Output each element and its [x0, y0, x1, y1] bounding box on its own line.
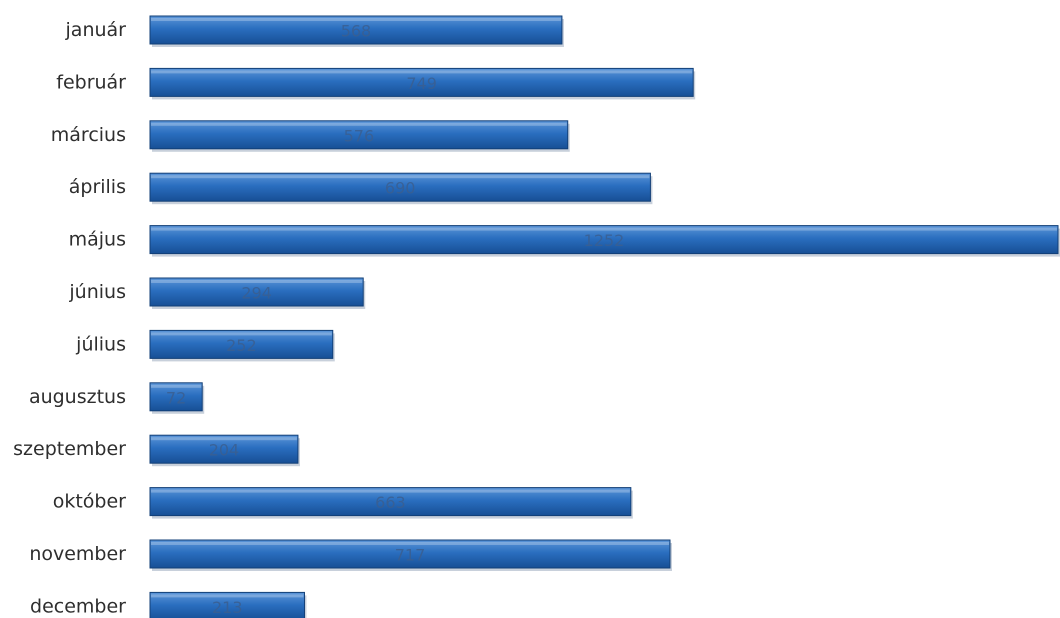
value-label: 72: [166, 388, 186, 407]
bar-3: [149, 172, 651, 202]
category-label: március: [51, 124, 126, 146]
value-label: 294: [241, 284, 272, 303]
bar-highlight: [151, 542, 669, 545]
bar-highlight: [151, 594, 304, 598]
bar-highlight: [151, 175, 650, 179]
category-axis: január február március április május június jú…: [13, 19, 126, 617]
bar-7: [149, 382, 203, 412]
bar-10: [149, 539, 671, 569]
value-label: 1252: [584, 231, 625, 250]
bar-2: [149, 120, 569, 150]
bar-11: [149, 591, 305, 618]
bar-8: [149, 434, 299, 464]
category-label: április: [69, 176, 126, 198]
bar-highlight: [151, 122, 567, 126]
bar-highlight: [151, 70, 693, 74]
category-label: szeptember: [13, 438, 126, 460]
bar-0: [149, 15, 563, 45]
category-label: december: [30, 595, 126, 617]
value-label: 690: [385, 179, 416, 198]
data-labels: 568 749 576 690 1252 294 252 72 204 663 717 213: [166, 22, 624, 617]
value-label: 576: [344, 126, 375, 145]
value-label: 213: [212, 598, 243, 617]
category-label: február: [56, 71, 126, 93]
value-label: 717: [395, 546, 426, 565]
bar-highlight: [151, 227, 1057, 231]
category-label: november: [29, 543, 126, 565]
category-label: január: [65, 19, 127, 41]
value-label: 252: [226, 336, 257, 355]
category-label: július: [75, 333, 126, 355]
bar-highlight: [151, 437, 297, 441]
bar-highlight: [151, 384, 202, 388]
value-label: 568: [341, 22, 372, 41]
bar-1: [149, 67, 694, 97]
bar-4: [149, 225, 1059, 255]
value-label: 204: [209, 441, 240, 460]
bar-series: [149, 15, 1060, 618]
bar-9: [149, 487, 632, 517]
bar-highlight: [151, 280, 363, 283]
category-label: augusztus: [29, 386, 126, 408]
category-label: október: [53, 491, 126, 513]
bar-6: [149, 329, 334, 359]
category-label: június: [68, 281, 126, 303]
value-label: 749: [406, 74, 437, 93]
bar-highlight: [151, 332, 332, 336]
value-label: 663: [375, 493, 406, 512]
category-label: május: [69, 229, 126, 251]
bar-highlight: [151, 18, 561, 21]
bar-5: [149, 277, 364, 307]
bar-highlight: [151, 489, 630, 493]
